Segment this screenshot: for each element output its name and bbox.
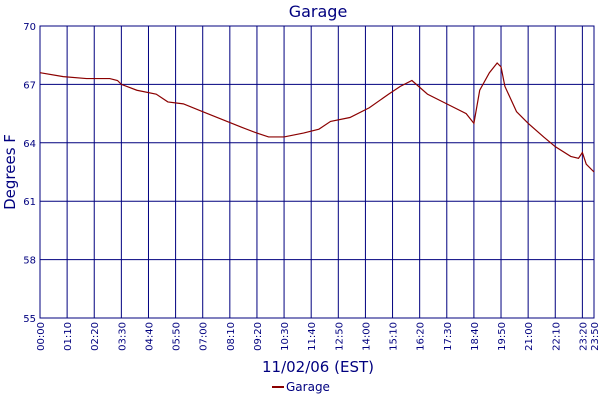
x-tick-label: 17:30	[443, 322, 454, 351]
x-axis-label: 11/02/06 (EST)	[262, 358, 374, 376]
x-tick-label: 12:50	[334, 322, 345, 351]
y-tick-label: 67	[23, 80, 36, 91]
y-tick-label: 61	[23, 197, 36, 208]
x-tick-label: 16:20	[416, 322, 427, 351]
x-tick-label: 00:00	[36, 322, 47, 351]
x-tick-label: 09:20	[253, 322, 264, 351]
y-tick-label: 55	[23, 314, 36, 325]
x-tick-label: 10:30	[280, 322, 291, 351]
x-tick-label: 14:00	[361, 322, 372, 351]
x-tick-label: 03:30	[117, 322, 128, 351]
x-tick-label: 02:20	[90, 322, 101, 351]
x-tick-label: 18:40	[470, 322, 481, 351]
x-tick-label: 19:50	[497, 322, 508, 351]
x-tick-label: 21:00	[524, 322, 535, 351]
y-axis-label: Degrees F	[1, 134, 19, 210]
y-tick-label: 70	[23, 22, 36, 33]
data-line	[39, 62, 595, 173]
x-tick-label: 22:10	[551, 322, 562, 351]
x-tick-label: 07:00	[199, 322, 210, 351]
x-tick-label: 01:10	[63, 322, 74, 351]
x-tick-label: 11:40	[307, 322, 318, 351]
legend-label: Garage	[286, 380, 330, 394]
y-tick-label: 64	[23, 139, 36, 150]
x-tick-label: 04:40	[144, 322, 155, 351]
x-tick-label: 15:10	[389, 322, 400, 351]
chart-title: Garage	[289, 2, 348, 21]
plot-area	[39, 25, 595, 319]
x-tick-label: 23:50	[590, 322, 600, 351]
x-tick-label: 23:20	[578, 322, 589, 351]
x-tick-label: 05:50	[172, 322, 183, 351]
x-tick-label: 08:10	[226, 322, 237, 351]
y-tick-label: 58	[23, 256, 36, 267]
